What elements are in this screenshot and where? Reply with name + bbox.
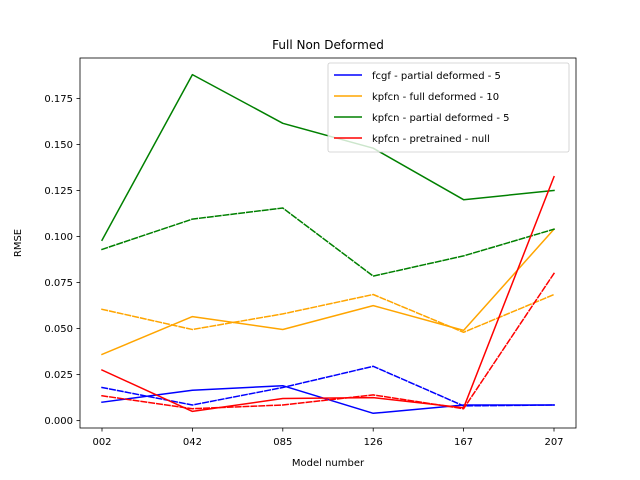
y-tick-label: 0.125 <box>44 186 73 197</box>
series-line-1-dashed <box>101 365 555 407</box>
y-tick-label: 0.050 <box>44 324 73 335</box>
legend-label: kpfcn - pretrained - null <box>372 134 490 145</box>
legend-label: fcgf - partial deformed - 5 <box>372 71 501 82</box>
series-line-2-solid <box>101 228 556 356</box>
x-tick-label: 207 <box>544 437 563 448</box>
x-tick-label: 002 <box>92 437 111 448</box>
series-line-5-dashed <box>101 207 555 277</box>
x-tick-label: 085 <box>273 437 292 448</box>
series-line-3-dashed <box>101 293 555 334</box>
x-tick-label: 167 <box>454 437 473 448</box>
x-tick-label: 126 <box>364 437 383 448</box>
x-tick-label: 042 <box>183 437 202 448</box>
y-tick-label: 0.000 <box>44 416 73 427</box>
plot-frame <box>79 57 577 429</box>
y-tick-label: 0.175 <box>44 94 73 105</box>
legend-label: kpfcn - full deformed - 10 <box>372 92 499 103</box>
legend-box <box>327 62 570 153</box>
series-line-7-dashed <box>101 272 556 410</box>
x-axis: 002 042 085 126 167 207 <box>92 428 564 448</box>
legend-label: kpfcn - partial deformed - 5 <box>372 113 509 124</box>
y-axis: 0.000 0.025 0.050 0.075 0.100 0.125 0.150 0.175 <box>44 94 80 427</box>
x-axis-label: Model number <box>292 458 365 469</box>
legend: fcgf - partial deformed - 5 kpfcn - full … <box>327 62 570 153</box>
chart-title: Full Non Deformed <box>272 38 384 52</box>
series-line-6-solid <box>101 175 555 413</box>
y-tick-label: 0.025 <box>44 370 73 381</box>
y-tick-label: 0.075 <box>44 278 73 289</box>
y-tick-label: 0.100 <box>44 232 73 243</box>
y-axis-label: RMSE <box>13 229 24 257</box>
y-tick-label: 0.150 <box>44 140 73 151</box>
